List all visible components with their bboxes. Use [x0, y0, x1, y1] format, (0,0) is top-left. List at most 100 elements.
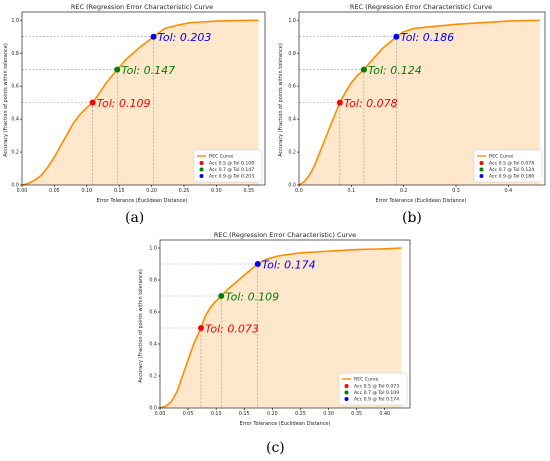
tolerance-label: Tol: 0.203 [158, 31, 212, 44]
chart-title: REC (Regression Error Characteristic) Cu… [350, 3, 492, 11]
caption-b: (b) [402, 210, 422, 226]
x-tick-label: 0.10 [211, 411, 222, 417]
chart-title: REC (Regression Error Characteristic) Cu… [71, 3, 213, 11]
tolerance-label: Tol: 0.174 [262, 259, 316, 272]
y-tick-label: 0.6 [11, 84, 19, 90]
y-tick-label: 0.4 [149, 342, 157, 348]
legend-swatch-point [199, 161, 204, 165]
plot-frame [21, 11, 266, 186]
legend-swatch-point [479, 174, 484, 178]
legend-swatch-point [199, 174, 204, 178]
x-tick-label: 0.20 [267, 411, 278, 417]
legend-label: Acc 0.7 @ Tol 0.124 [489, 167, 534, 173]
x-tick-label: 0.1 [348, 188, 356, 194]
legend-box [193, 149, 263, 183]
y-tick-label: 0.2 [149, 374, 157, 380]
plot-frame [298, 11, 546, 186]
legend-box [338, 372, 408, 406]
legend-label: Acc 0.9 @ Tol 0.174 [354, 397, 399, 403]
y-axis-label: Accuracy (Fraction of points within tole… [3, 43, 9, 157]
x-tick-label: 0.05 [183, 411, 194, 417]
y-tick-label: 0.2 [11, 150, 19, 156]
x-tick-label: 0.15 [114, 188, 125, 194]
legend-label: Acc 0.5 @ Tol 0.078 [489, 161, 534, 167]
tolerance-label: Tol: 0.078 [344, 97, 398, 110]
tolerance-label: Tol: 0.109 [225, 291, 279, 304]
x-tick-label: 0.2 [400, 188, 408, 194]
marker-point [114, 66, 121, 73]
x-tick-label: 0.0 [295, 188, 303, 194]
x-tick-label: 0.00 [155, 411, 166, 417]
legend-label: Acc 0.5 @ Tol 0.109 [209, 161, 254, 167]
marker-point [254, 261, 261, 267]
rec-curve-line [298, 19, 540, 186]
x-tick-label: 0.25 [295, 411, 306, 417]
rec-curve-line [21, 19, 259, 186]
legend-swatch-point [344, 384, 349, 388]
x-tick-label: 0.4 [505, 188, 513, 194]
rec-chart-b: REC (Regression Error Characteristic) Cu… [278, 3, 546, 204]
y-tick-label: 0.8 [11, 51, 19, 57]
legend-swatch-point [479, 161, 484, 165]
legend-swatch-point [344, 390, 349, 395]
marker-point [150, 33, 157, 40]
legend-label: Acc 0.7 @ Tol 0.147 [209, 167, 254, 173]
legend-label: Acc 0.9 @ Tol 0.203 [209, 174, 254, 180]
marker-point [218, 293, 225, 299]
legend-label: REC Curve [209, 154, 233, 160]
y-tick-label: 0.8 [149, 278, 157, 284]
y-tick-label: 0.8 [288, 51, 296, 57]
legend-swatch-point [344, 397, 349, 401]
caption-a: (a) [125, 210, 145, 226]
chart-title: REC (Regression Error Characteristic) Cu… [214, 231, 356, 239]
tolerance-label: Tol: 0.073 [205, 323, 259, 336]
marker-point [198, 325, 205, 331]
legend-label: Acc 0.9 @ Tol 0.186 [489, 174, 534, 180]
x-tick-label: 0.30 [211, 188, 222, 194]
x-axis-label: Error Tolerance (Euclidean Distance) [376, 198, 467, 204]
legend-label: Acc 0.7 @ Tol 0.109 [354, 390, 399, 396]
rec-chart-a: REC (Regression Error Characteristic) Cu… [3, 3, 266, 204]
x-tick-label: 0.05 [49, 188, 60, 194]
y-tick-label: 0.0 [11, 183, 19, 189]
y-tick-label: 0.0 [149, 406, 157, 412]
plot-frame [159, 239, 411, 409]
rec-area [22, 20, 259, 185]
y-tick-label: 0.6 [149, 310, 157, 316]
caption-c: (c) [266, 440, 285, 456]
x-tick-label: 0.35 [243, 188, 254, 194]
y-tick-label: 0.0 [288, 183, 296, 189]
x-tick-label: 0.15 [239, 411, 250, 417]
y-tick-label: 1.0 [11, 18, 19, 24]
y-tick-label: 0.6 [288, 84, 296, 90]
x-tick-label: 0.10 [81, 188, 92, 194]
legend-box [473, 149, 543, 183]
x-tick-label: 0.00 [17, 188, 28, 194]
tolerance-label: Tol: 0.109 [97, 97, 151, 110]
x-tick-label: 0.25 [179, 188, 190, 194]
x-axis-label: Error Tolerance (Euclidean Distance) [240, 421, 331, 427]
legend-label: REC Curve [489, 154, 513, 160]
x-tick-label: 0.35 [351, 411, 362, 417]
tolerance-label: Tol: 0.147 [121, 64, 175, 77]
rec-chart-c: REC (Regression Error Characteristic) Cu… [138, 231, 411, 427]
tolerance-label: Tol: 0.186 [400, 31, 454, 44]
x-axis-label: Error Tolerance (Euclidean Distance) [97, 198, 188, 204]
legend-swatch-point [199, 167, 204, 172]
x-tick-label: 0.40 [379, 411, 390, 417]
y-tick-label: 1.0 [288, 18, 296, 24]
y-axis-label: Accuracy (Fraction of points within tole… [278, 43, 284, 157]
y-tick-label: 1.0 [149, 246, 157, 252]
legend-swatch-point [479, 167, 484, 172]
y-tick-label: 0.4 [11, 117, 19, 123]
y-tick-label: 0.4 [288, 117, 296, 123]
rec-area [299, 20, 540, 185]
legend-label: REC Curve [354, 377, 378, 383]
tolerance-label: Tol: 0.124 [368, 64, 422, 77]
y-tick-label: 0.2 [288, 150, 296, 156]
rec-area [160, 248, 402, 408]
x-tick-label: 0.30 [323, 411, 334, 417]
legend-label: Acc 0.5 @ Tol 0.073 [354, 384, 399, 390]
marker-point [360, 66, 367, 73]
x-tick-label: 0.20 [146, 188, 157, 194]
